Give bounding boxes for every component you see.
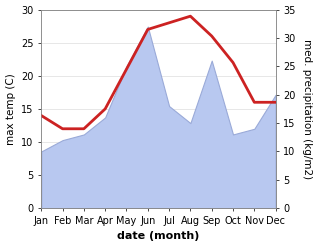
Y-axis label: max temp (C): max temp (C): [5, 73, 16, 145]
Y-axis label: med. precipitation (kg/m2): med. precipitation (kg/m2): [302, 39, 313, 179]
X-axis label: date (month): date (month): [117, 231, 200, 242]
